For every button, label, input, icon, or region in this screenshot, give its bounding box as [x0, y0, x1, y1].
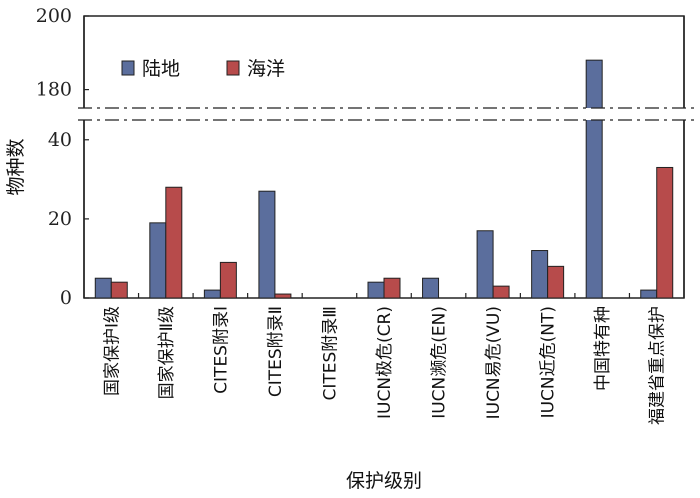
x-category-label: 中国特有种 [593, 306, 613, 391]
bar-land-2 [203, 289, 221, 299]
bar-land-6 [422, 277, 440, 299]
x-category-label: CITES附录Ⅲ [320, 306, 340, 401]
bar-land-0 [94, 277, 112, 299]
y-axis-title: 物种数 [5, 138, 27, 195]
legend-label-land: 陆地 [142, 58, 180, 80]
break-gap [74, 108, 694, 120]
x-category-label: 国家保护Ⅰ级 [102, 306, 122, 396]
bar-sea-2 [219, 261, 237, 299]
y-tick-label-200: 200 [36, 5, 72, 27]
legend-label-sea: 海洋 [247, 58, 285, 80]
bar-sea-7 [492, 285, 510, 299]
bar-marks [94, 59, 674, 299]
x-axis-title: 保护级别 [346, 470, 422, 492]
x-category-label: CITES附录Ⅱ [266, 306, 286, 397]
bar-land-8 [531, 250, 549, 299]
x-category-label: 福建省重点保护 [648, 306, 668, 425]
legend: 陆地 海洋 [121, 58, 285, 80]
bar-land-1 [149, 222, 167, 299]
y-tick-label-180: 180 [36, 79, 72, 101]
bar-land-7 [476, 230, 494, 299]
bar-land-3 [258, 190, 276, 299]
x-category-label: IUCN易危(VU) [484, 306, 504, 419]
bar-sea-5 [383, 277, 401, 299]
bar-sea-1 [165, 186, 183, 299]
bar-land-9 [585, 59, 603, 299]
axis-break [74, 16, 697, 298]
x-category-label: CITES附录Ⅰ [211, 306, 231, 394]
legend-swatch-sea [226, 60, 240, 76]
x-category-label: 国家保护Ⅱ级 [157, 306, 177, 399]
x-category-label: IUCN极危(CR) [375, 306, 395, 419]
x-category-label: IUCN近危(NT) [539, 306, 559, 418]
y-tick-label-40: 40 [48, 129, 72, 151]
bar-sea-8 [547, 265, 565, 299]
y-tick-label-0: 0 [60, 287, 72, 309]
bar-land-5 [367, 281, 385, 299]
y-tick-label-20: 20 [48, 208, 72, 230]
bar-land-10 [640, 289, 658, 299]
bar-sea-3 [274, 293, 292, 299]
x-category-labels: 国家保护Ⅰ级 国家保护Ⅱ级 CITES附录Ⅰ CITES附录Ⅱ CITES附录Ⅲ IUCN… [102, 306, 667, 425]
x-category-label: IUCN濒危(EN) [430, 306, 450, 419]
y-ticks: 0 20 40 180 200 [36, 5, 631, 309]
bar-sea-10 [656, 166, 674, 299]
bar-sea-0 [110, 281, 128, 299]
legend-swatch-land [121, 60, 135, 76]
